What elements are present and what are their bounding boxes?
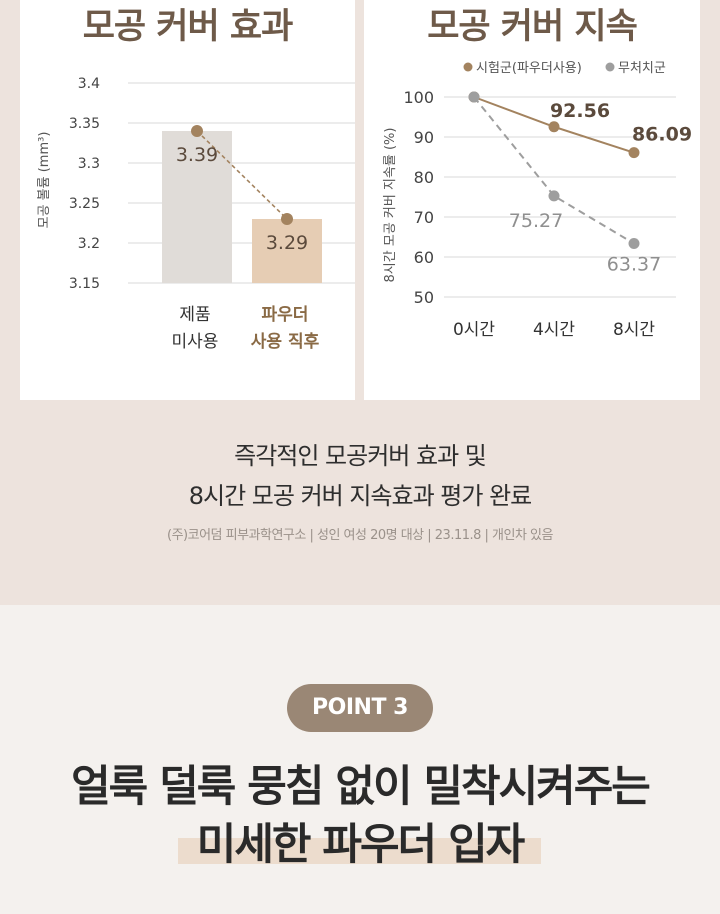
- bar-x-label-line2: 미사용: [172, 332, 219, 352]
- line-y-tick-label: 60: [414, 248, 434, 267]
- bar-x-label-line1: 파우더: [262, 305, 309, 325]
- line-x-tick-label: 0시간: [453, 320, 495, 340]
- line-y-tick-label: 50: [414, 288, 434, 307]
- pore-cover-duration-line-chart: 시험군(파우더사용) 무처치군 100 90 80 70 60 50 8시간 모공 커버 지…: [383, 61, 692, 340]
- line-y-tick-label: 70: [414, 208, 434, 227]
- series-point: [548, 121, 560, 133]
- bar-y-tick-label: 3.15: [69, 276, 100, 292]
- pore-volume-bar-chart: 3.4 3.35 3.3 3.25 3.2 3.15 모공 볼륨 (mm³) 3.39 3.…: [37, 76, 355, 352]
- series-point: [468, 91, 480, 103]
- line-y-tick-label: 80: [414, 168, 434, 187]
- legend-marker: [605, 62, 615, 72]
- bar: [162, 131, 232, 283]
- bar: [252, 219, 322, 283]
- caption-line-1: 즉각적인 모공커버 효과 및: [234, 442, 487, 470]
- series-line: [473, 96, 635, 245]
- headline-highlight: [178, 838, 541, 864]
- pore-cover-duration-panel: 모공 커버 지속 시험군(파우더사용) 무처치군 100 90 80 70 60 50 8시…: [364, 0, 700, 400]
- series-point: [548, 190, 560, 202]
- bar-y-tick-label: 3.35: [69, 116, 100, 132]
- bar-chart-y-axis-label: 모공 볼륨 (mm³): [37, 132, 52, 229]
- source-note: (주)코어덤 피부과학연구소 | 성인 여성 20명 대상 | 23.11.8 …: [167, 528, 553, 543]
- point-badge: POINT 3: [287, 684, 433, 732]
- line-x-tick-label: 4시간: [533, 320, 575, 340]
- series-value-label: 63.37: [607, 254, 661, 276]
- bar-trend-point: [191, 125, 203, 137]
- series-point: [628, 238, 640, 250]
- bar-value-label: 3.29: [266, 232, 308, 254]
- bar-x-label-line2: 사용 직후: [251, 331, 320, 352]
- bar-y-tick-label: 3.2: [78, 236, 100, 252]
- results-section: 모공 커버 효과 3.4 3.35 3.3 3.25 3.2 3.15 모공 볼륨 (mm…: [0, 0, 720, 605]
- line-chart-y-axis-label: 8시간 모공 커버 지속률 (%): [383, 128, 398, 283]
- caption-line-2: 8시간 모공 커버 지속효과 평가 완료: [188, 482, 533, 510]
- left-chart-title: 모공 커버 효과: [82, 7, 294, 47]
- series-point: [628, 147, 640, 159]
- series-value-label: 75.27: [509, 210, 563, 232]
- bar-value-label: 3.39: [176, 144, 218, 166]
- legend-marker: [463, 62, 473, 72]
- line-x-tick-label: 8시간: [613, 320, 655, 340]
- right-chart-title: 모공 커버 지속: [427, 7, 638, 47]
- line-y-tick-label: 90: [414, 128, 434, 147]
- headline-line-1: 얼룩 덜룩 뭉침 없이 밀착시켜주는: [71, 762, 651, 812]
- bar-y-tick-label: 3.4: [78, 76, 100, 92]
- bar-y-tick-label: 3.25: [69, 196, 100, 212]
- bar-x-label-line1: 제품: [179, 305, 210, 325]
- pore-cover-effect-panel: 모공 커버 효과 3.4 3.35 3.3 3.25 3.2 3.15 모공 볼륨 (mm…: [20, 0, 355, 400]
- series-value-label: 92.56: [550, 100, 610, 122]
- bar-trend-point: [281, 213, 293, 225]
- headline-line-2: 미세한 파우더 입자: [196, 820, 525, 870]
- line-y-tick-label: 100: [403, 88, 434, 107]
- bar-y-tick-label: 3.3: [78, 156, 100, 172]
- legend-label: 무처치군: [618, 61, 666, 76]
- legend-label: 시험군(파우더사용): [476, 61, 582, 76]
- series-value-label: 86.09: [632, 124, 692, 146]
